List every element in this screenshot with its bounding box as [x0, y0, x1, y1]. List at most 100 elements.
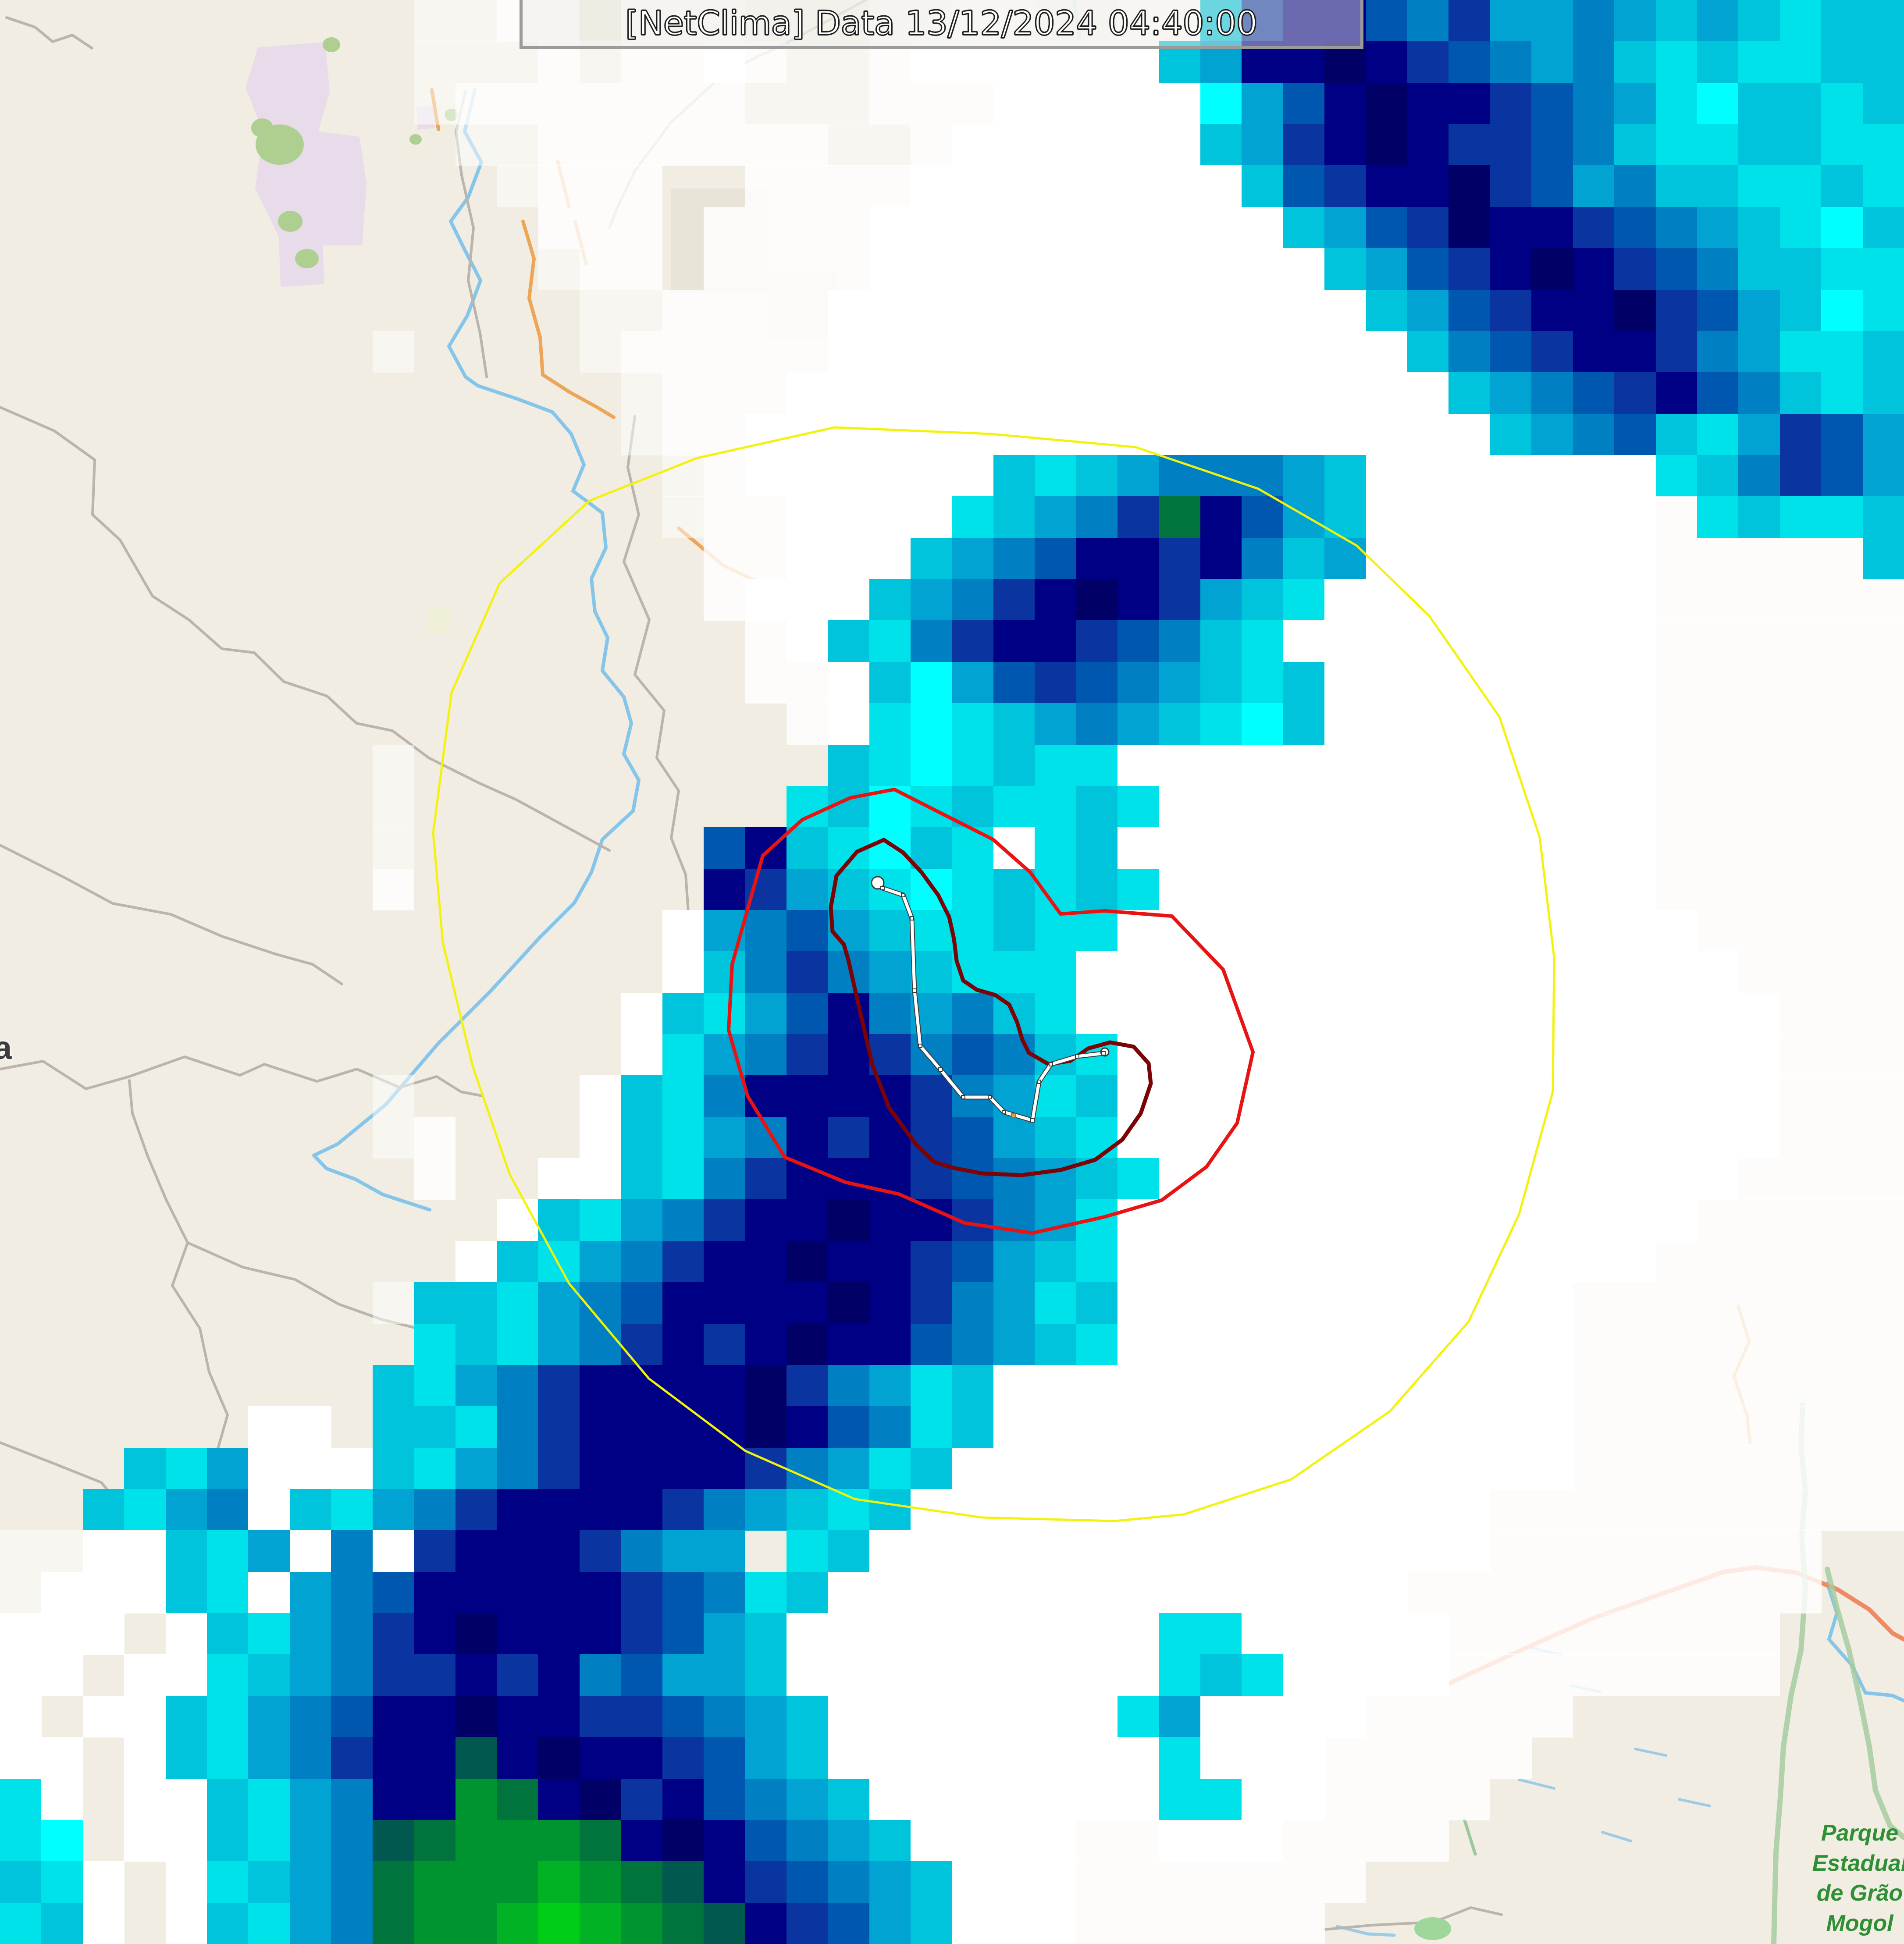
- radar-cell-run: [869, 1489, 911, 1531]
- radar-cell-run: [248, 1489, 290, 1531]
- radar-cell-run: [1697, 82, 1739, 124]
- road-gray: [5, 16, 93, 50]
- radar-cell-run: [1159, 1613, 1242, 1655]
- radar-cell-run: [662, 1282, 828, 1324]
- radar-cell-run: [455, 1530, 580, 1572]
- radar-cell-run: [1076, 785, 1118, 828]
- radar-cell-run: [952, 124, 1201, 166]
- radar-cell-run: [248, 1820, 290, 1862]
- radar-cell-run: [455, 1323, 497, 1365]
- radar-cell-run: [1283, 124, 1325, 166]
- radar-cell-run: [704, 1199, 746, 1241]
- radar-cell-run: [1407, 82, 1491, 124]
- radar-cell-run: [1366, 165, 1449, 207]
- radar-cell-run: [1283, 1820, 1449, 1862]
- radar-cell-run: [952, 744, 994, 786]
- radar-cell-run: [1490, 165, 1532, 207]
- radar-cell-run: [621, 1654, 663, 1696]
- alert-contour-red: [727, 788, 1255, 1235]
- radar-cell-run: [745, 1406, 787, 1448]
- radar-cell-run: [455, 1654, 497, 1696]
- radar-cell-run: [207, 1530, 249, 1572]
- radar-cell-run: [1614, 248, 1656, 290]
- radar-cell-run: [621, 1571, 663, 1613]
- radar-cell-run: [455, 1365, 497, 1407]
- radar-cell-run: [1862, 537, 1904, 579]
- radar-cell-run: [869, 1365, 911, 1407]
- radar-cell-run: [1779, 1116, 1904, 1159]
- radar-cell-run: [579, 1530, 621, 1572]
- radar-cell-run: [1076, 455, 1118, 497]
- radar-cell-run: [952, 496, 994, 538]
- radar-cell-run: [124, 1820, 207, 1862]
- radar-cell-run: [1117, 455, 1160, 497]
- radar-cell-run: [828, 1406, 870, 1448]
- radar-cell-run: [455, 1447, 497, 1489]
- radar-cell-run: [786, 992, 828, 1034]
- pale-field: [427, 607, 450, 634]
- road-gray: [0, 1056, 484, 1097]
- radar-cell-run: [1076, 496, 1118, 538]
- radar-cell-run: [579, 289, 663, 331]
- radar-cell-run: [538, 165, 663, 207]
- radar-cell-run: [165, 1571, 207, 1613]
- radar-cell-run: [786, 1778, 828, 1820]
- radar-cell-run: [1035, 827, 1077, 869]
- radar-cell-run: [1035, 1116, 1077, 1159]
- radar-cell-run: [414, 1447, 456, 1489]
- radar-cell-run: [1531, 248, 1573, 290]
- radar-cell-run: [248, 1861, 290, 1903]
- radar-cell-run: [1117, 661, 1160, 704]
- radar-cell-run: [496, 1199, 538, 1241]
- radar-cell-run: [704, 1737, 746, 1779]
- radar-cell-run: [704, 992, 746, 1034]
- radar-cell-run: [455, 1737, 497, 1779]
- radar-cell-run: [1283, 1654, 1449, 1696]
- radar-cell-run: [1076, 537, 1160, 579]
- radar-cell-run: [704, 951, 746, 993]
- radar-cell-run: [124, 1737, 166, 1779]
- green-spot: [278, 211, 303, 232]
- radar-cell-run: [579, 1695, 663, 1738]
- radar-cell-run: [1117, 0, 1201, 42]
- radar-cell-run: [745, 1158, 787, 1200]
- radar-cell-run: [331, 1820, 373, 1862]
- radar-cell-run: [1655, 744, 1904, 786]
- radar-cell-run: [662, 910, 704, 952]
- radar-cell-run: [0, 1613, 125, 1655]
- radar-cell-run: [1324, 82, 1367, 124]
- radar-cell-run: [1035, 1323, 1077, 1365]
- radar-cell-run: [1738, 82, 1822, 124]
- radar-cell-run: [828, 1861, 870, 1903]
- radar-cell-run: [828, 703, 870, 745]
- radar-cell-run: [496, 1778, 538, 1820]
- radar-cell-run: [1448, 0, 1491, 42]
- radar-cell-run: [1407, 124, 1449, 166]
- radar-cell-run: [1614, 124, 1656, 166]
- alert-contour-darkred: [829, 838, 1153, 1177]
- radar-cell-run: [372, 1571, 414, 1613]
- radar-cell-run: [1366, 496, 1656, 538]
- radar-cell-run: [828, 910, 870, 952]
- radar-cell-run: [911, 1861, 953, 1903]
- radar-cell-run: [745, 82, 870, 124]
- radar-cell-run: [869, 992, 911, 1034]
- green-spot: [295, 249, 319, 268]
- radar-cell-run: [1862, 413, 1904, 455]
- radar-cell-run: [455, 1613, 497, 1655]
- radar-cell-run: [372, 744, 414, 786]
- radar-cell-run: [496, 1613, 621, 1655]
- radar-cell-run: [662, 1530, 746, 1572]
- radar-cell-run: [1779, 1034, 1904, 1076]
- radar-cell-run: [1821, 0, 1904, 42]
- radar-cell-run: [1490, 248, 1532, 290]
- radar-cell-run: [704, 1075, 746, 1117]
- radar-cell-run: [538, 1406, 580, 1448]
- radar-cell-run: [414, 1571, 621, 1613]
- radar-cell-run: [579, 1654, 621, 1696]
- radar-cell-run: [1242, 496, 1284, 538]
- radar-cell-run: [1117, 1034, 1780, 1076]
- radar-cell-run: [1200, 496, 1242, 538]
- radar-cell-run: [1076, 703, 1118, 745]
